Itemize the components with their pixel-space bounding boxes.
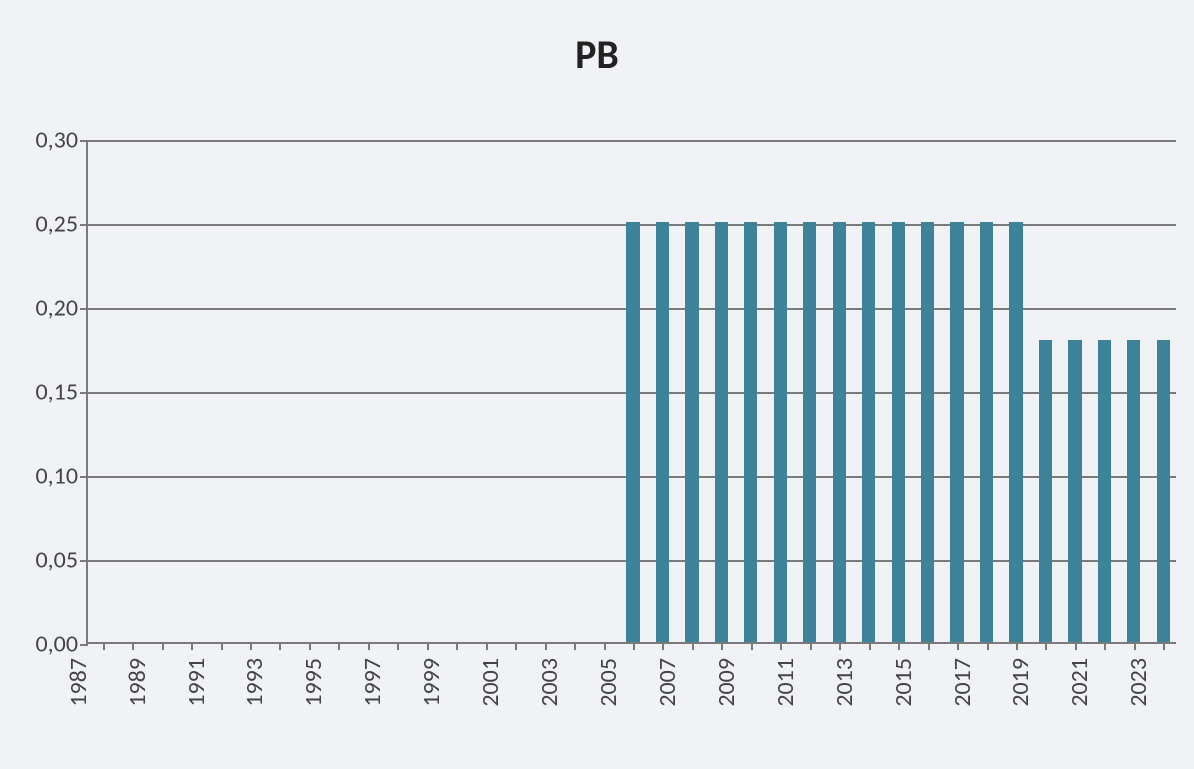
bar bbox=[950, 222, 963, 642]
bar bbox=[862, 222, 875, 642]
bar bbox=[980, 222, 993, 642]
xtick-mark bbox=[1075, 642, 1077, 650]
xtick-mark bbox=[397, 642, 399, 650]
xtick-label: 2005 bbox=[594, 658, 623, 707]
xtick-label: 1999 bbox=[417, 658, 446, 707]
xtick-mark bbox=[751, 642, 753, 650]
xtick-mark bbox=[368, 642, 370, 650]
bar bbox=[1127, 340, 1140, 642]
xtick-mark bbox=[692, 642, 694, 650]
xtick-mark bbox=[103, 642, 105, 650]
ytick-label: 0,10 bbox=[36, 462, 88, 491]
bar bbox=[1039, 340, 1052, 642]
xtick-mark bbox=[633, 642, 635, 650]
bar bbox=[1009, 222, 1022, 642]
ytick-label: 0,05 bbox=[36, 546, 88, 575]
xtick-mark bbox=[338, 642, 340, 650]
ytick-label: 0,00 bbox=[36, 630, 88, 659]
plot-area: 0,000,050,100,150,200,250,30198719891991… bbox=[86, 140, 1176, 644]
xtick-mark bbox=[132, 642, 134, 650]
xtick-label: 1995 bbox=[300, 658, 329, 707]
xtick-mark bbox=[250, 642, 252, 650]
xtick-mark bbox=[928, 642, 930, 650]
xtick-label: 1987 bbox=[64, 658, 93, 707]
bar bbox=[803, 222, 816, 642]
xtick-mark bbox=[427, 642, 429, 650]
xtick-label: 2021 bbox=[1066, 658, 1095, 707]
xtick-mark bbox=[780, 642, 782, 650]
xtick-mark bbox=[1134, 642, 1136, 650]
xtick-mark bbox=[839, 642, 841, 650]
xtick-mark bbox=[221, 642, 223, 650]
xtick-label: 1991 bbox=[182, 658, 211, 707]
bar bbox=[1157, 340, 1170, 642]
xtick-mark bbox=[604, 642, 606, 650]
ytick-label: 0,25 bbox=[36, 210, 88, 239]
xtick-mark bbox=[1045, 642, 1047, 650]
bar bbox=[921, 222, 934, 642]
xtick-mark bbox=[1016, 642, 1018, 650]
xtick-label: 1993 bbox=[241, 658, 270, 707]
ytick-label: 0,30 bbox=[36, 126, 88, 155]
xtick-mark bbox=[309, 642, 311, 650]
xtick-mark bbox=[662, 642, 664, 650]
xtick-label: 2019 bbox=[1007, 658, 1036, 707]
bar bbox=[744, 222, 757, 642]
xtick-label: 2017 bbox=[948, 658, 977, 707]
xtick-label: 2007 bbox=[653, 658, 682, 707]
xtick-mark bbox=[721, 642, 723, 650]
ytick-label: 0,20 bbox=[36, 294, 88, 323]
xtick-mark bbox=[957, 642, 959, 650]
bar bbox=[715, 222, 728, 642]
xtick-mark bbox=[515, 642, 517, 650]
xtick-mark bbox=[486, 642, 488, 650]
xtick-mark bbox=[162, 642, 164, 650]
bar bbox=[774, 222, 787, 642]
xtick-label: 1989 bbox=[123, 658, 152, 707]
xtick-mark bbox=[1163, 642, 1165, 650]
bar bbox=[656, 222, 669, 642]
bar bbox=[892, 222, 905, 642]
xtick-mark bbox=[898, 642, 900, 650]
bar bbox=[1098, 340, 1111, 642]
bar bbox=[1068, 340, 1081, 642]
xtick-label: 2003 bbox=[535, 658, 564, 707]
xtick-mark bbox=[191, 642, 193, 650]
gridline bbox=[88, 140, 1176, 142]
bar bbox=[685, 222, 698, 642]
bar bbox=[833, 222, 846, 642]
ytick-label: 0,15 bbox=[36, 378, 88, 407]
xtick-label: 2011 bbox=[771, 658, 800, 707]
xtick-mark bbox=[810, 642, 812, 650]
xtick-label: 1997 bbox=[358, 658, 387, 707]
xtick-label: 2015 bbox=[889, 658, 918, 707]
pb-bar-chart: PB 0,000,050,100,150,200,250,30198719891… bbox=[0, 0, 1194, 769]
xtick-mark bbox=[987, 642, 989, 650]
xtick-mark bbox=[1104, 642, 1106, 650]
xtick-mark bbox=[574, 642, 576, 650]
xtick-label: 2009 bbox=[712, 658, 741, 707]
xtick-mark bbox=[869, 642, 871, 650]
chart-title: PB bbox=[0, 30, 1194, 79]
xtick-label: 2013 bbox=[830, 658, 859, 707]
xtick-mark bbox=[456, 642, 458, 650]
xtick-label: 2023 bbox=[1124, 658, 1153, 707]
xtick-mark bbox=[279, 642, 281, 650]
bar bbox=[626, 222, 639, 642]
xtick-mark bbox=[545, 642, 547, 650]
xtick-label: 2001 bbox=[476, 658, 505, 707]
